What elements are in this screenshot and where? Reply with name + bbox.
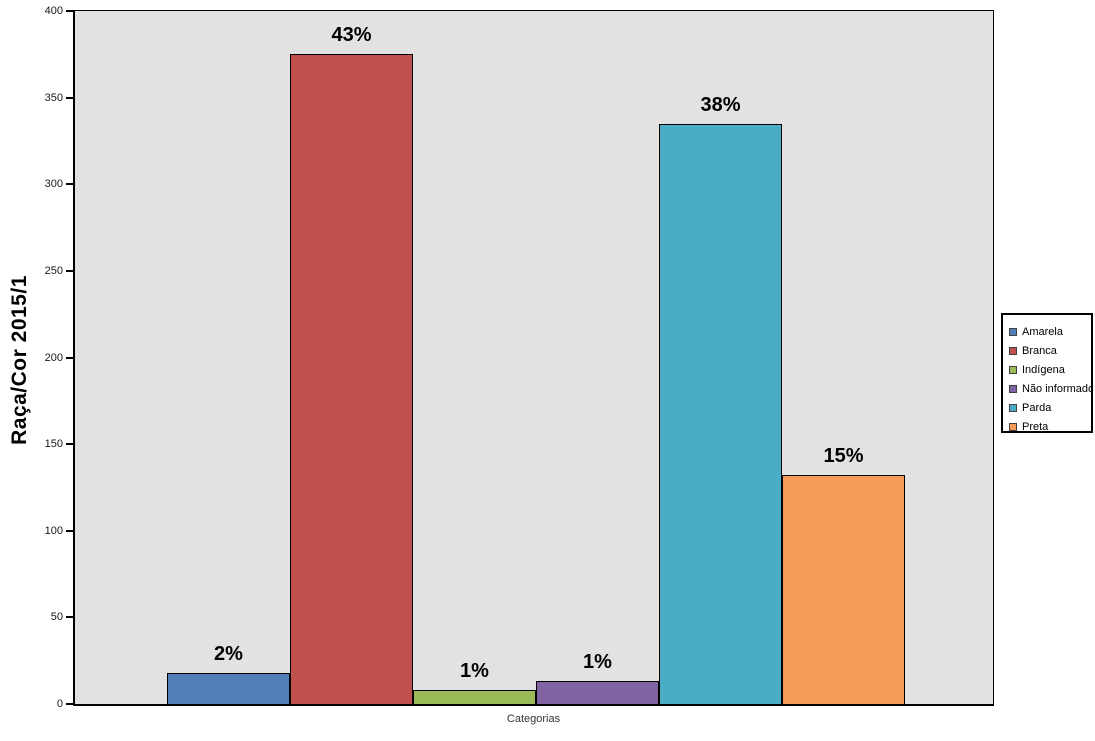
legend-label: Não informado	[1022, 382, 1093, 395]
legend-label: Indígena	[1022, 363, 1065, 376]
legend-swatch-icon	[1009, 403, 1017, 412]
legend-label: Amarela	[1022, 325, 1063, 338]
bar-value-label: 2%	[214, 643, 243, 665]
bar-parda	[659, 124, 782, 704]
bar-indígena	[413, 690, 536, 704]
legend-swatch-icon	[1009, 346, 1017, 355]
legend-label: Branca	[1022, 344, 1057, 357]
y-tick-label: 0	[56, 698, 63, 710]
bar-preta	[782, 475, 905, 704]
legend-label: Preta	[1022, 420, 1049, 433]
y-tick-mark	[66, 183, 73, 186]
legend-swatch-icon	[1009, 327, 1017, 336]
x-axis-title: Categorias	[506, 713, 561, 725]
bar-branca	[290, 54, 413, 704]
y-tick-label: 100	[44, 524, 63, 537]
y-tick-label: 400	[44, 5, 63, 17]
bar-value-label: 43%	[331, 24, 372, 46]
legend-item-branca: Branca	[1003, 341, 1091, 360]
y-tick-mark	[66, 529, 73, 532]
y-tick-label: 200	[44, 351, 63, 364]
legend: Amarela Branca Indígena Não informado Parda P…	[1001, 313, 1093, 433]
bar-value-label: 15%	[823, 445, 864, 467]
y-tick-mark	[66, 356, 73, 359]
y-tick-label: 150	[44, 438, 63, 451]
bar-value-label: 1%	[583, 651, 612, 673]
y-tick-mark	[66, 443, 73, 446]
bar-amarela	[167, 673, 290, 704]
y-tick-label: 250	[44, 264, 63, 277]
y-tick-label: 300	[44, 178, 63, 191]
y-tick-mark	[66, 96, 73, 99]
y-tick-mark	[66, 703, 73, 705]
legend-item-indígena: Indígena	[1003, 360, 1091, 379]
legend-item-amarela: Amarela	[1003, 322, 1091, 341]
y-tick-mark	[66, 269, 73, 272]
legend-label: Parda	[1022, 401, 1052, 414]
legend-swatch-icon	[1009, 384, 1017, 393]
plot-area: 0 50 100 150 200 250 300 350 400 2% 43% 1% 1% 38% 15%	[45, 5, 994, 710]
bar-value-label: 38%	[700, 94, 741, 116]
y-tick-label: 350	[44, 91, 63, 104]
y-tick-mark	[66, 616, 73, 619]
bar-value-label: 1%	[460, 660, 489, 682]
legend-item-não-informado: Não informado	[1003, 379, 1091, 398]
y-tick-mark	[66, 10, 73, 12]
bar-não-informado	[536, 681, 659, 704]
legend-item-parda: Parda	[1003, 398, 1091, 417]
legend-item-preta: Preta	[1003, 417, 1091, 433]
y-tick-label: 50	[50, 611, 63, 624]
legend-swatch-icon	[1009, 422, 1017, 431]
legend-swatch-icon	[1009, 365, 1017, 374]
